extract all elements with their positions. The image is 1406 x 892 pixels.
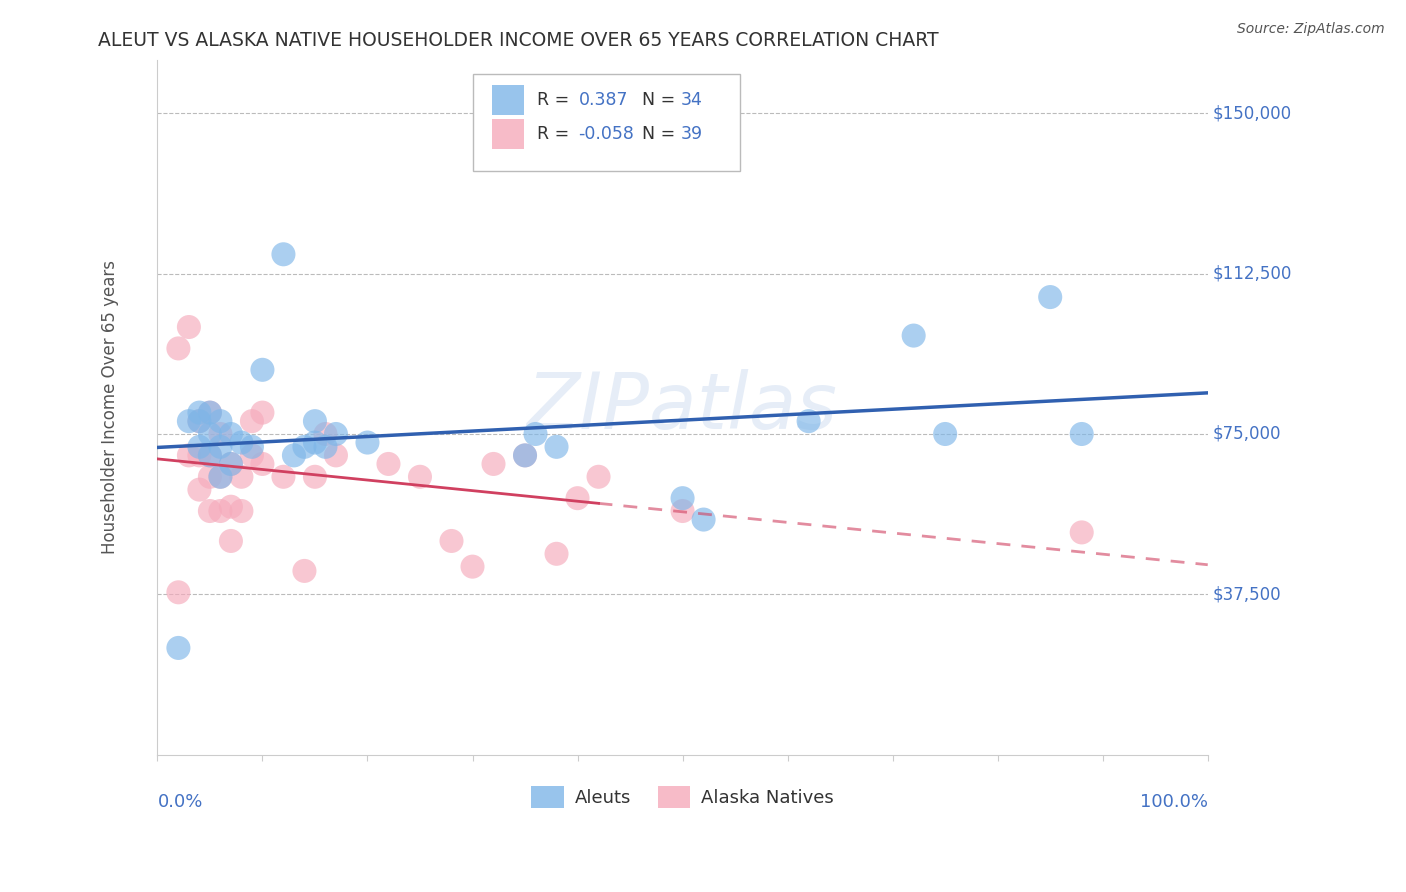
Point [209, 427, 232, 442]
Text: R =: R = [537, 91, 574, 109]
Text: 34: 34 [681, 91, 703, 109]
Legend: Aleuts, Alaska Natives: Aleuts, Alaska Natives [524, 779, 841, 815]
Point [283, 449, 305, 463]
Point [219, 457, 242, 471]
Point [209, 440, 232, 454]
Point [252, 406, 274, 420]
Point [325, 449, 347, 463]
Point [409, 470, 432, 484]
Text: 39: 39 [681, 125, 703, 143]
Point [198, 449, 221, 463]
Point [198, 449, 221, 463]
Point [524, 427, 547, 442]
Text: 0.387: 0.387 [579, 91, 628, 109]
Point [198, 406, 221, 420]
Text: N =: N = [641, 125, 681, 143]
Text: $37,500: $37,500 [1213, 585, 1282, 604]
Point [304, 435, 326, 450]
Point [219, 457, 242, 471]
Text: Source: ZipAtlas.com: Source: ZipAtlas.com [1237, 22, 1385, 37]
Point [240, 414, 263, 428]
Point [198, 470, 221, 484]
Point [461, 559, 484, 574]
Point [1070, 525, 1092, 540]
Point [1039, 290, 1062, 304]
Text: 100.0%: 100.0% [1140, 793, 1208, 811]
Point [294, 440, 316, 454]
Point [314, 440, 336, 454]
Text: R =: R = [537, 125, 574, 143]
Text: -0.058: -0.058 [579, 125, 634, 143]
Point [219, 533, 242, 548]
Point [240, 449, 263, 463]
Point [240, 440, 263, 454]
Text: Householder Income Over 65 years: Householder Income Over 65 years [101, 260, 120, 554]
Point [356, 435, 378, 450]
Point [567, 491, 589, 505]
Point [903, 328, 925, 343]
Point [209, 414, 232, 428]
Point [167, 342, 190, 356]
Point [209, 504, 232, 518]
Point [209, 470, 232, 484]
Point [231, 470, 253, 484]
Point [167, 585, 190, 599]
Point [198, 427, 221, 442]
Point [482, 457, 505, 471]
Point [314, 427, 336, 442]
Point [304, 470, 326, 484]
Point [167, 640, 190, 655]
Point [1070, 427, 1092, 442]
Point [671, 491, 693, 505]
Point [252, 363, 274, 377]
Point [231, 435, 253, 450]
Text: $112,500: $112,500 [1213, 265, 1292, 283]
Point [294, 564, 316, 578]
Point [273, 470, 295, 484]
Text: ZIPatlas: ZIPatlas [527, 369, 838, 445]
FancyBboxPatch shape [492, 86, 524, 114]
Point [231, 504, 253, 518]
Point [188, 414, 211, 428]
Point [188, 440, 211, 454]
Point [209, 470, 232, 484]
Point [934, 427, 956, 442]
Point [198, 504, 221, 518]
Point [188, 406, 211, 420]
Point [546, 547, 568, 561]
Point [177, 414, 200, 428]
Point [219, 500, 242, 514]
Point [304, 414, 326, 428]
Point [273, 247, 295, 261]
Point [177, 449, 200, 463]
Point [325, 427, 347, 442]
Point [177, 320, 200, 334]
Point [219, 427, 242, 442]
Text: N =: N = [641, 91, 681, 109]
Point [188, 414, 211, 428]
Point [513, 449, 536, 463]
Point [440, 533, 463, 548]
Point [252, 457, 274, 471]
FancyBboxPatch shape [472, 73, 741, 171]
Point [671, 504, 693, 518]
Point [546, 440, 568, 454]
FancyBboxPatch shape [492, 120, 524, 149]
Point [692, 512, 714, 526]
Text: $75,000: $75,000 [1213, 425, 1281, 443]
Point [188, 483, 211, 497]
Point [377, 457, 399, 471]
Text: ALEUT VS ALASKA NATIVE HOUSEHOLDER INCOME OVER 65 YEARS CORRELATION CHART: ALEUT VS ALASKA NATIVE HOUSEHOLDER INCOM… [98, 31, 939, 50]
Point [188, 449, 211, 463]
Point [797, 414, 820, 428]
Text: 0.0%: 0.0% [157, 793, 202, 811]
Point [513, 449, 536, 463]
Point [588, 470, 610, 484]
Text: $150,000: $150,000 [1213, 104, 1292, 122]
Point [198, 406, 221, 420]
